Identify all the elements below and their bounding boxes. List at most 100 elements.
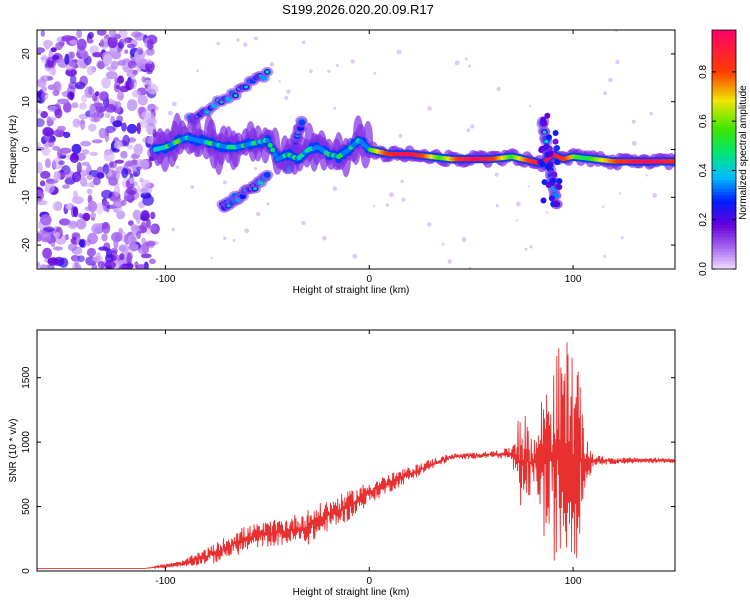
colorbar-segment (712, 56, 736, 61)
y-tick-label: 20 (21, 48, 32, 60)
colorbar-segment (712, 50, 736, 55)
heat-cell (114, 140, 122, 149)
heat-cell (110, 254, 116, 262)
heat-cell (265, 70, 270, 74)
heat-cell (76, 30, 83, 39)
heat-cell (84, 86, 95, 98)
heat-cell (127, 220, 134, 226)
heat-cell (97, 261, 105, 269)
colorbar-segment (712, 227, 736, 231)
spectrogram-x-axis-label: Height of straight line (km) (293, 285, 410, 296)
heat-cell (124, 49, 129, 54)
heat-cell (47, 116, 57, 122)
heat-cell (496, 86, 501, 92)
colorbar-segment (712, 98, 736, 103)
heat-cell (108, 176, 118, 186)
heat-cell (117, 59, 126, 66)
heat-cell (127, 234, 138, 245)
heat-cell (136, 122, 141, 135)
colorbar-segment (712, 104, 736, 109)
heat-cell (175, 165, 180, 169)
heat-cell (141, 76, 147, 83)
heat-cell (52, 54, 59, 60)
heat-cell (79, 239, 85, 248)
heat-cell (542, 130, 547, 134)
heat-cell (352, 253, 358, 259)
colorbar-segment (712, 155, 736, 160)
heat-cell (135, 264, 148, 269)
colorbar-segment (712, 254, 736, 258)
heat-cell (105, 265, 112, 269)
colorbar-segment (712, 194, 736, 198)
heat-cell (42, 247, 52, 259)
colorbar-segment (712, 245, 736, 249)
heat-cell (603, 91, 607, 96)
heat-cell (41, 91, 49, 101)
heat-cell (37, 261, 41, 269)
colorbar-segment (712, 89, 736, 94)
colorbar-segment (712, 77, 736, 82)
heat-cell (119, 253, 125, 261)
heat-cell (128, 243, 139, 252)
heat-cell (136, 185, 141, 196)
heat-cell (131, 159, 138, 166)
colorbar-segment (712, 59, 736, 64)
heat-cell (95, 252, 101, 262)
colorbar-segment (712, 131, 736, 136)
y-tick-label: 500 (21, 498, 32, 515)
heat-cell (127, 60, 137, 69)
heat-cell (81, 161, 90, 166)
colorbar-segment (712, 266, 736, 270)
heat-cell (89, 151, 98, 156)
heat-cell (269, 62, 275, 67)
spectrogram-y-axis-label: Frequency (Hz) (8, 115, 19, 184)
colorbar-segment (712, 146, 736, 151)
heat-cell (263, 171, 271, 178)
colorbar-segment (712, 47, 736, 52)
heat-cell (602, 205, 605, 208)
heat-cell (111, 50, 122, 60)
colorbar-segment (712, 263, 736, 267)
heat-cell (121, 167, 129, 179)
heat-cell (37, 232, 42, 242)
heat-cell (524, 247, 528, 251)
heat-cell (42, 127, 54, 137)
heat-cell (126, 252, 132, 265)
heat-cell (76, 38, 87, 51)
colorbar-segment (712, 170, 736, 174)
heat-cell (461, 237, 467, 242)
heat-cell (40, 111, 48, 119)
heat-cell (98, 127, 107, 139)
heat-cell (495, 204, 499, 208)
heat-cell (400, 179, 404, 184)
heat-cell (100, 39, 105, 47)
heat-cell (618, 192, 622, 195)
heat-cell (87, 123, 97, 132)
heat-cell (327, 69, 331, 73)
colorbar-segment (712, 230, 736, 234)
heat-cell (144, 240, 156, 247)
heat-cell (110, 60, 119, 69)
x-tick-label: 0 (366, 576, 372, 587)
colorbar-segment (712, 188, 736, 192)
heat-cell (148, 258, 156, 264)
heat-cell (56, 125, 66, 132)
heat-cell (350, 59, 355, 64)
colorbar-segment (712, 35, 736, 40)
heat-cell (145, 63, 153, 70)
colorbar-tick-label: 0.4 (698, 163, 709, 177)
x-tick-label: -100 (155, 576, 175, 587)
heat-cell (112, 120, 123, 128)
heat-cell (108, 127, 114, 133)
colorbar-segment (712, 143, 736, 148)
heat-cell (272, 152, 278, 157)
heat-cell (108, 161, 118, 169)
heat-cell (608, 77, 613, 83)
heat-cell (67, 220, 78, 230)
heat-cell (131, 90, 142, 98)
heat-cell (544, 140, 549, 144)
colorbar-segment (712, 107, 736, 112)
heat-cell (145, 48, 155, 56)
colorbar-tick-label: 0.6 (698, 114, 709, 128)
heat-cell (284, 95, 289, 100)
